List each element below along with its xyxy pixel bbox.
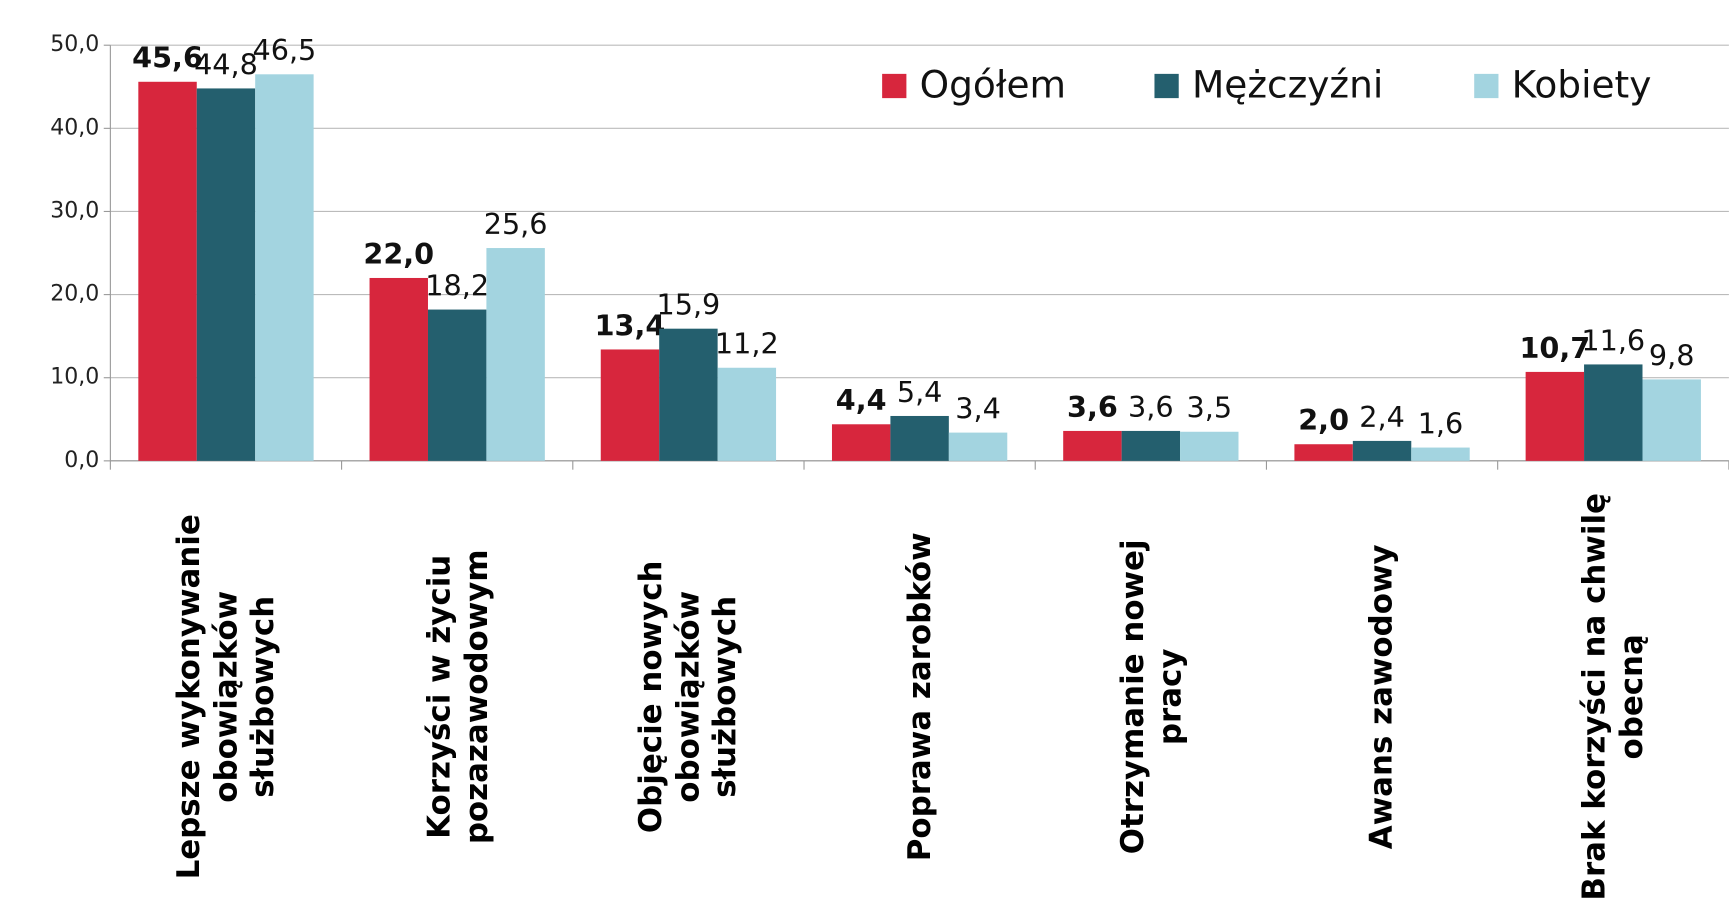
value-label: 5,4 (897, 375, 943, 409)
y-tick-label: 50,0 (50, 32, 99, 57)
value-label: 44,8 (194, 47, 258, 81)
bar (1584, 364, 1643, 461)
x-tick-label: Poprawa zarobków (901, 532, 938, 862)
y-tick-label: 10,0 (50, 365, 99, 390)
x-tick-label: Objęcie nowych obowiązków służbowych (632, 560, 744, 834)
value-label: 10,7 (1519, 331, 1590, 365)
y-tick-label: 40,0 (50, 115, 99, 140)
legend-swatch (1154, 73, 1179, 99)
y-tick-label: 20,0 (50, 282, 99, 307)
value-label: 15,9 (657, 288, 721, 322)
value-label: 9,8 (1649, 338, 1695, 372)
legend-swatch (882, 73, 907, 99)
value-label: 46,5 (253, 33, 317, 67)
bar (1063, 430, 1122, 461)
bar (659, 328, 718, 461)
legend-label: Mężczyźni (1192, 63, 1383, 107)
value-label: 3,6 (1128, 390, 1174, 424)
x-tick-label: Brak korzyści na chwilę obecną (1576, 493, 1650, 901)
bar (427, 309, 487, 461)
bar (369, 277, 428, 461)
bar (196, 88, 256, 461)
value-label: 1,6 (1418, 407, 1464, 441)
legend-label: Kobiety (1512, 63, 1652, 107)
value-label: 3,5 (1186, 391, 1232, 425)
bar (948, 432, 1008, 461)
legend-swatch (1474, 73, 1499, 99)
value-label: 2,4 (1359, 400, 1405, 434)
value-label: 45,6 (132, 41, 203, 75)
x-tick-label: Korzyści w życiu pozazawodowym (420, 549, 494, 845)
y-tick-label: 0,0 (64, 448, 99, 473)
bar (717, 367, 777, 461)
bar (1180, 431, 1239, 461)
bar (890, 415, 949, 461)
bar (1294, 444, 1353, 461)
value-label: 22,0 (363, 237, 434, 271)
x-tick-label: Awans zawodowy (1363, 544, 1400, 850)
value-label: 25,6 (484, 207, 548, 241)
x-tick-label: Otrzymanie nowej pracy (1113, 539, 1188, 855)
bar (831, 424, 891, 461)
value-label: 2,0 (1298, 403, 1349, 437)
value-label: 11,6 (1581, 323, 1645, 357)
bar (1411, 447, 1470, 461)
bar (486, 248, 545, 461)
bar (1642, 379, 1701, 461)
value-label: 4,4 (836, 383, 887, 417)
legend-label: Ogółem (920, 63, 1066, 107)
bar (1525, 371, 1585, 461)
value-label: 18,2 (425, 269, 489, 303)
y-tick-label: 30,0 (50, 198, 99, 223)
value-label: 3,4 (955, 392, 1001, 426)
bar (255, 74, 314, 461)
bar (600, 349, 660, 461)
value-label: 11,2 (715, 327, 779, 361)
value-label: 3,6 (1067, 390, 1118, 424)
bar (138, 81, 197, 461)
bar (1121, 430, 1181, 461)
bar (1352, 440, 1412, 461)
x-tick-label: Lepsze wykonywanie obowiązków służbowych (170, 514, 281, 880)
value-label: 13,4 (595, 308, 666, 342)
